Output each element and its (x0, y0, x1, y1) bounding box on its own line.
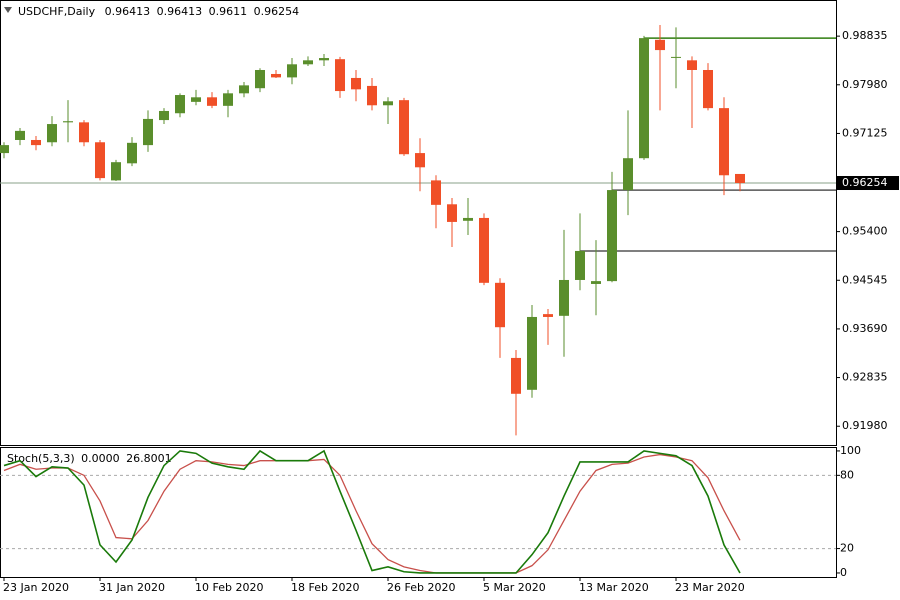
candle-body (175, 95, 185, 114)
candle-body (143, 118, 153, 146)
candle-body (463, 217, 473, 221)
candle-body (159, 110, 169, 121)
main-last-value: 0.0000 (81, 452, 120, 465)
candle-body (719, 108, 729, 176)
main-plot-frame (0, 0, 837, 446)
candle-body (383, 101, 393, 106)
y-tick-label: 0 (840, 566, 847, 579)
candle-body (447, 204, 457, 222)
x-tick-label: 23 Mar 2020 (675, 581, 745, 594)
y-tick-label: 0.97125 (842, 126, 888, 139)
candle-body (575, 250, 585, 280)
candle-body (399, 100, 409, 155)
candle-body (543, 314, 553, 317)
candle-body (703, 69, 713, 109)
candle-body (0, 145, 9, 154)
x-tick-label: 10 Feb 2020 (195, 581, 263, 594)
y-tick-label: 0.92835 (842, 371, 888, 384)
signal-last-value: 26.8001 (126, 452, 172, 465)
stoch-line (3, 449, 741, 574)
stoch-line (3, 453, 741, 574)
symbol: USDCHF,Daily (18, 5, 96, 18)
candle-body (367, 85, 377, 106)
chart-header: USDCHF,Daily 0.96413 0.96413 0.9611 0.96… (18, 5, 299, 18)
candle-body (63, 121, 73, 123)
candle-body (207, 97, 217, 106)
candle-body (495, 282, 505, 328)
candle-body (591, 281, 601, 284)
close-value: 0.96254 (254, 5, 300, 18)
candle-body (431, 180, 441, 205)
candle-body (671, 56, 681, 58)
y-tick-label: 0.91980 (842, 419, 888, 432)
candle-body (319, 58, 329, 61)
candle-body (655, 39, 665, 51)
candle-body (31, 139, 41, 146)
candle-body (527, 316, 537, 390)
indicator-header: Stoch(5,3,3) 0.0000 26.8001 (7, 452, 172, 465)
candle-body (47, 124, 57, 143)
candle-body (191, 97, 201, 102)
candle-body (255, 69, 265, 89)
candle-body (687, 60, 697, 70)
candle-body (639, 38, 649, 159)
candle-body (287, 64, 297, 78)
y-tick-label: 0.94545 (842, 273, 888, 286)
y-tick-label: 0.98835 (842, 29, 888, 42)
x-tick-label: 5 Mar 2020 (483, 581, 546, 594)
candle-body (111, 162, 121, 181)
open-value: 0.96413 (105, 5, 151, 18)
candle-body (79, 122, 89, 143)
x-tick-label: 26 Feb 2020 (387, 581, 455, 594)
y-tick-label: 20 (840, 542, 854, 555)
symbol-icon (4, 7, 12, 13)
candle-body (303, 60, 313, 65)
indicator-title: Stoch(5,3,3) (7, 452, 75, 465)
low-value: 0.9611 (209, 5, 248, 18)
x-tick-label: 23 Jan 2020 (3, 581, 69, 594)
candle-body (607, 190, 617, 282)
y-tick-label: 80 (840, 468, 854, 481)
candle-body (415, 153, 425, 168)
candle-body (95, 142, 105, 179)
high-value: 0.96413 (157, 5, 203, 18)
candle-body (623, 158, 633, 191)
candle-body (335, 59, 345, 92)
y-tick-label: 0.93690 (842, 322, 888, 335)
current-price-box (837, 176, 899, 191)
current-price-label: 0.96254 (842, 176, 888, 189)
y-tick-label: 100 (840, 444, 861, 457)
candle-body (735, 173, 745, 184)
candle-body (559, 279, 569, 316)
indicator-plot-frame (0, 447, 837, 578)
candle-body (271, 73, 281, 78)
y-tick-label: 0.97980 (842, 78, 888, 91)
candle-body (511, 357, 521, 394)
candle-body (127, 142, 137, 164)
y-tick-label: 0.95400 (842, 225, 888, 238)
candle-body (479, 217, 489, 283)
x-tick-label: 31 Jan 2020 (99, 581, 165, 594)
candle-body (351, 77, 361, 90)
candle-body (223, 93, 233, 106)
x-tick-label: 18 Feb 2020 (291, 581, 359, 594)
candle-body (15, 130, 25, 140)
x-tick-label: 13 Mar 2020 (579, 581, 649, 594)
candle-body (239, 85, 249, 94)
